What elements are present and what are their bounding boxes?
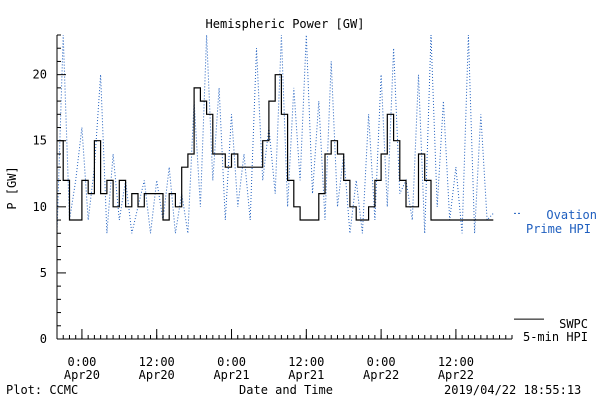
chart-title: Hemispheric Power [GW] (206, 17, 365, 31)
x-tick-label-date: Apr21 (213, 368, 249, 382)
legend-ovation-line2: Prime HPI (526, 222, 591, 236)
y-tick-label: 10 (33, 200, 47, 214)
y-tick-label: 0 (40, 332, 47, 346)
x-tick-label-time: 0:00 (217, 355, 246, 369)
series-line-ovation-prime (57, 35, 494, 234)
legend-swpc-line2: 5-min HPI (523, 330, 588, 344)
x-tick-label-date: Apr20 (64, 368, 100, 382)
x-axis-label: Date and Time (239, 383, 333, 397)
y-tick-label: 5 (40, 266, 47, 280)
x-tick-label-time: 12:00 (438, 355, 474, 369)
y-tick-label: 15 (33, 134, 47, 148)
y-tick-label: 20 (33, 68, 47, 82)
x-tick-label-date: Apr22 (363, 368, 399, 382)
series-line-swpc (57, 74, 494, 221)
y-axis-label: P [GW] (5, 166, 19, 209)
x-tick-label-time: 12:00 (139, 355, 175, 369)
plot-credit: Plot: CCMC (6, 383, 78, 397)
x-tick-label-date: Apr21 (288, 368, 324, 382)
x-tick-label-date: Apr22 (438, 368, 474, 382)
plot-area: 051015200:00Apr2012:00Apr200:00Apr2112:0… (33, 34, 544, 382)
x-tick-label-time: 12:00 (288, 355, 324, 369)
x-tick-label-time: 0:00 (367, 355, 396, 369)
x-tick-label-date: Apr20 (139, 368, 175, 382)
legend-swpc-line1: SWPC (559, 317, 588, 331)
legend-ovation-line1: Ovation (546, 208, 597, 222)
plot-timestamp: 2019/04/22 18:55:13 (444, 383, 581, 397)
x-tick-label-time: 0:00 (67, 355, 96, 369)
